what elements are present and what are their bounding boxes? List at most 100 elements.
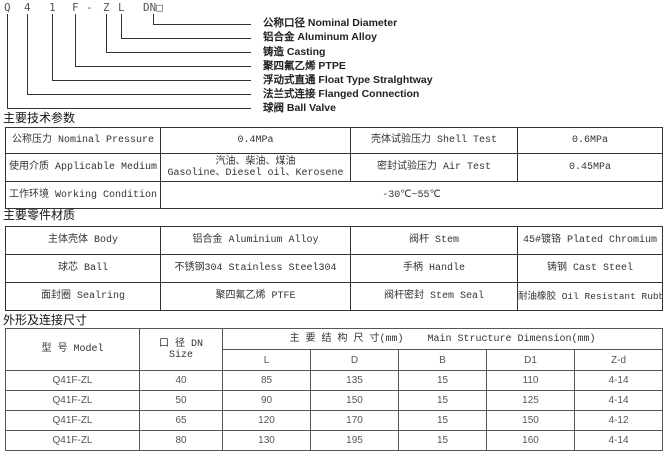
table-row: Q41F-ZL 40 85 135 15 110 4-14 bbox=[5, 370, 664, 391]
dimension-cell: 15 bbox=[398, 370, 487, 391]
medium-cn: 汽油、柴油、煤油 bbox=[215, 156, 296, 168]
dimension-cell: 120 bbox=[222, 410, 311, 431]
leader-line bbox=[52, 80, 251, 81]
part-material: 铝合金 Aluminium Alloy bbox=[160, 226, 351, 255]
leader-line bbox=[7, 14, 8, 108]
leader-line bbox=[106, 52, 251, 53]
dimension-cell: 150 bbox=[486, 410, 575, 431]
table-row: Q41F-ZL 65 120 170 15 150 4-12 bbox=[5, 410, 664, 431]
model-header: 型 号 Model bbox=[5, 328, 140, 371]
dimension-cell: 65 bbox=[139, 410, 223, 431]
leader-line bbox=[121, 14, 122, 38]
column-header: D bbox=[310, 349, 399, 371]
dimensions-table: 型 号 Model 口 径 DN Size 主 要 结 构 尺 寸(mm) Mai… bbox=[5, 328, 664, 451]
materials-table: 主体壳体 Body 铝合金 Aluminium Alloy 阀杆 Stem 45… bbox=[5, 226, 663, 311]
dimension-cell: 150 bbox=[310, 390, 399, 411]
dimension-cell: 195 bbox=[310, 430, 399, 451]
table-row: 使用介质 Applicable Medium 汽油、柴油、煤油 Gasoline、… bbox=[5, 153, 663, 182]
dimension-cell: 135 bbox=[310, 370, 399, 391]
param-label: 密封试验压力 Air Test bbox=[350, 153, 518, 182]
code-char: F bbox=[72, 1, 79, 14]
part-name: 手柄 Handle bbox=[350, 254, 518, 283]
designation-label: 公称口径 Nominal Diameter bbox=[263, 17, 398, 29]
part-material: 铸钢 Cast Steel bbox=[517, 254, 663, 283]
model-cell: Q41F-ZL bbox=[5, 430, 140, 451]
dimension-cell: 4-14 bbox=[573, 430, 664, 451]
code-char: Q bbox=[4, 1, 11, 14]
leader-line bbox=[52, 14, 53, 80]
dimension-cell: 80 bbox=[139, 430, 223, 451]
table-row: 球芯 Ball 不锈钢304 Stainless Steel304 手柄 Han… bbox=[5, 254, 663, 283]
dimension-cell: 15 bbox=[398, 410, 487, 431]
leader-line bbox=[75, 66, 251, 67]
size-header-en: Size bbox=[168, 349, 193, 361]
designation-label: 法兰式连接 Flanged Connection bbox=[263, 88, 420, 100]
designation-label: 铸造 Casting bbox=[263, 46, 326, 58]
leader-line bbox=[106, 14, 107, 52]
size-header: 口 径 DN Size bbox=[139, 328, 223, 371]
param-value: 0.6MPa bbox=[517, 127, 663, 154]
designation-label: 铝合金 Aluminum Alloy bbox=[263, 31, 377, 43]
table-row: 工作环境 Working Condition -30℃~55℃ bbox=[5, 181, 663, 209]
designation-label: 浮动式直通 Float Type Stralghtway bbox=[263, 74, 433, 86]
param-label: 壳体试验压力 Shell Test bbox=[350, 127, 518, 154]
dimension-cell: 85 bbox=[222, 370, 311, 391]
dimension-cell: 15 bbox=[398, 430, 487, 451]
code-char: - bbox=[86, 1, 93, 14]
table-row: Q41F-ZL 80 130 195 15 160 4-14 bbox=[5, 430, 664, 451]
part-material: 耐油橡胶 Oil Resistant Rubber bbox=[517, 282, 663, 311]
dimension-cell: 4-14 bbox=[573, 390, 664, 411]
designation-label: 聚四氟乙烯 PTPE bbox=[263, 60, 346, 72]
table-row: Q41F-ZL 50 90 150 15 125 4-14 bbox=[5, 390, 664, 411]
dimension-cell: 90 bbox=[222, 390, 311, 411]
model-cell: Q41F-ZL bbox=[5, 390, 140, 411]
part-name: 阀杆密封 Stem Seal bbox=[350, 282, 518, 311]
param-label: 公称压力 Nominal Pressure bbox=[5, 127, 161, 154]
section-title-tech: 主要技术参数 bbox=[3, 111, 76, 125]
dimension-cell: 160 bbox=[486, 430, 575, 451]
header-row: 型 号 Model 口 径 DN Size 主 要 结 构 尺 寸(mm) Mai… bbox=[5, 328, 664, 371]
leader-line bbox=[27, 14, 28, 94]
column-header: D1 bbox=[486, 349, 575, 371]
code-char: DN□ bbox=[143, 1, 163, 14]
leader-line bbox=[153, 24, 251, 25]
dimension-cell: 4-14 bbox=[573, 370, 664, 391]
table-row: 公称压力 Nominal Pressure 0.4MPa 壳体试验压力 Shel… bbox=[5, 127, 663, 154]
part-material: 45#镀铬 Plated Chromium bbox=[517, 226, 663, 255]
column-header: L bbox=[222, 349, 311, 371]
dimension-cell: 15 bbox=[398, 390, 487, 411]
dimension-cell: 50 bbox=[139, 390, 223, 411]
dimension-cell: 40 bbox=[139, 370, 223, 391]
dimension-cell: 170 bbox=[310, 410, 399, 431]
table-row: 面封圈 Sealring 聚四氟乙烯 PTFE 阀杆密封 Stem Seal 耐… bbox=[5, 282, 663, 311]
code-char: L bbox=[118, 1, 125, 14]
code-char: 1 bbox=[49, 1, 56, 14]
part-name: 阀杆 Stem bbox=[350, 226, 518, 255]
param-value: 0.45MPa bbox=[517, 153, 663, 182]
dimension-cell: 110 bbox=[486, 370, 575, 391]
column-header: B bbox=[398, 349, 487, 371]
size-header-cn: 口 径 DN bbox=[158, 338, 203, 350]
leader-line bbox=[27, 94, 251, 95]
main-dimension-header: 主 要 结 构 尺 寸(mm) Main Structure Dimension… bbox=[221, 328, 664, 350]
section-title-dimensions: 外形及连接尺寸 bbox=[3, 313, 88, 327]
param-value: -30℃~55℃ bbox=[160, 181, 663, 209]
param-value: 汽油、柴油、煤油 Gasoline、Diesel oil、Kerosene bbox=[160, 153, 351, 182]
code-char: 4 bbox=[24, 1, 31, 14]
part-material: 聚四氟乙烯 PTFE bbox=[160, 282, 351, 311]
leader-line bbox=[121, 38, 251, 39]
medium-en: Gasoline、Diesel oil、Kerosene bbox=[167, 167, 344, 179]
section-title-materials: 主要零件材质 bbox=[3, 208, 76, 222]
column-header: Z-d bbox=[573, 349, 664, 371]
dimension-cell: 130 bbox=[222, 430, 311, 451]
part-material: 不锈钢304 Stainless Steel304 bbox=[160, 254, 351, 283]
param-value: 0.4MPa bbox=[160, 127, 351, 154]
designation-label: 球阀 Ball Valve bbox=[263, 102, 336, 114]
code-char: Z bbox=[103, 1, 110, 14]
param-label: 工作环境 Working Condition bbox=[5, 181, 161, 209]
part-name: 球芯 Ball bbox=[5, 254, 161, 283]
model-cell: Q41F-ZL bbox=[5, 370, 140, 391]
leader-line bbox=[153, 14, 154, 24]
dimension-cell: 4-12 bbox=[573, 410, 664, 431]
